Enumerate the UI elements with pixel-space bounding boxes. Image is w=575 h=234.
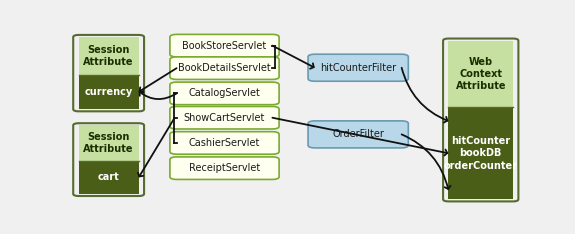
FancyBboxPatch shape — [448, 107, 513, 199]
FancyBboxPatch shape — [79, 125, 139, 161]
Text: Session
Attribute: Session Attribute — [83, 45, 134, 67]
FancyBboxPatch shape — [170, 157, 279, 179]
Text: cart: cart — [98, 172, 120, 183]
Text: CatalogServlet: CatalogServlet — [189, 88, 260, 98]
FancyBboxPatch shape — [170, 57, 279, 79]
FancyBboxPatch shape — [308, 54, 408, 81]
FancyBboxPatch shape — [79, 161, 139, 194]
Text: currency: currency — [85, 87, 133, 97]
FancyBboxPatch shape — [79, 75, 139, 109]
FancyBboxPatch shape — [448, 41, 513, 107]
FancyBboxPatch shape — [170, 82, 279, 105]
FancyBboxPatch shape — [79, 37, 139, 75]
Text: ShowCartServlet: ShowCartServlet — [184, 113, 265, 123]
Text: ReceiptServlet: ReceiptServlet — [189, 163, 260, 173]
Text: BookStoreServlet: BookStoreServlet — [182, 41, 267, 51]
Text: CashierServlet: CashierServlet — [189, 138, 260, 148]
FancyBboxPatch shape — [170, 106, 279, 129]
Text: Web
Context
Attribute: Web Context Attribute — [455, 57, 506, 91]
Text: hitCounterFilter: hitCounterFilter — [320, 63, 396, 73]
Text: hitCounter
bookDB
orderCounter: hitCounter bookDB orderCounter — [444, 136, 518, 171]
Text: Session
Attribute: Session Attribute — [83, 132, 134, 154]
FancyBboxPatch shape — [170, 132, 279, 154]
Text: OrderFilter: OrderFilter — [332, 129, 384, 139]
FancyBboxPatch shape — [170, 34, 279, 57]
FancyBboxPatch shape — [308, 121, 408, 148]
Text: BookDetailsServlet: BookDetailsServlet — [178, 63, 271, 73]
